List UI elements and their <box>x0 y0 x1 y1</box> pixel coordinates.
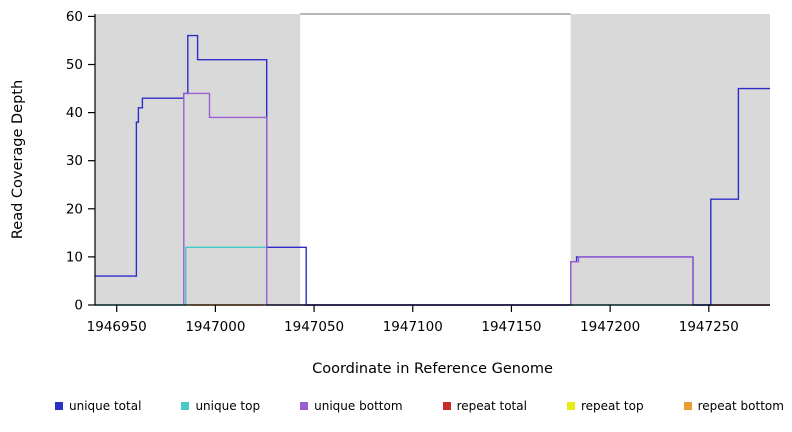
y-axis-title: Read Coverage Depth <box>10 80 26 239</box>
legend-item-repeat-top: repeat top <box>566 399 644 413</box>
legend-item-repeat-total: repeat total <box>442 399 527 413</box>
x-tick-label: 1947050 <box>284 319 344 335</box>
legend-item-repeat-bottom: repeat bottom <box>683 399 784 413</box>
x-axis-title: Coordinate in Reference Genome <box>312 361 553 377</box>
legend-label: repeat top <box>580 399 644 413</box>
legend-swatch-unique-bottom <box>300 402 309 410</box>
legend-label: repeat total <box>456 399 527 413</box>
y-tick-label: 20 <box>66 201 83 217</box>
y-tick-label: 50 <box>66 57 83 73</box>
legend-item-unique-total: unique total <box>55 399 141 413</box>
legend-item-unique-bottom: unique bottom <box>300 399 403 413</box>
y-tick-label: 30 <box>66 153 83 169</box>
y-tick-label: 60 <box>66 9 83 25</box>
y-tick-label: 10 <box>66 249 83 265</box>
legend-swatch-repeat-top <box>566 402 575 410</box>
legend-label: unique top <box>195 399 261 413</box>
x-tick-label: 1946950 <box>87 319 147 335</box>
x-tick-label: 1947250 <box>679 319 739 335</box>
x-tick-label: 1947150 <box>481 319 541 335</box>
legend-swatch-unique-total <box>55 402 63 410</box>
legend-item-unique-top: unique top <box>181 399 260 413</box>
legend-label: unique bottom <box>314 399 403 413</box>
coverage-plot: 1946950 1947000 1947050 1947100 1947150 19472… <box>10 9 770 377</box>
y-tick-label: 0 <box>74 298 83 314</box>
legend-label: repeat bottom <box>697 399 784 413</box>
legend-swatch-repeat-total <box>442 402 451 410</box>
legend-swatch-repeat-bottom <box>683 402 692 410</box>
x-tick-label: 1947200 <box>580 319 640 335</box>
y-tick-label: 40 <box>66 105 83 121</box>
x-tick-label: 1947100 <box>383 319 443 335</box>
legend-swatch-unique-top <box>181 402 190 410</box>
legend-label: unique total <box>69 399 142 413</box>
x-tick-label: 1947000 <box>185 319 245 335</box>
shaded-region <box>570 14 770 305</box>
legend: unique total unique top unique bottom repea… <box>55 399 784 413</box>
